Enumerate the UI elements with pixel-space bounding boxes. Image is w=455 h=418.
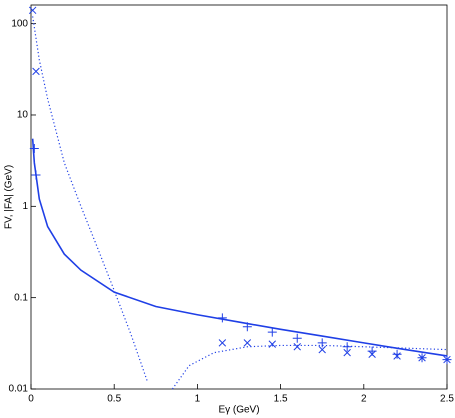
x-tick-label: 1 xyxy=(195,394,201,405)
y-tick-label: 100 xyxy=(11,18,28,29)
y-tick-label: 0.01 xyxy=(9,384,29,395)
cross-marker xyxy=(368,350,376,359)
cross-marker xyxy=(243,339,252,347)
y-tick-label: 1 xyxy=(22,201,28,212)
plus-marker xyxy=(292,333,302,343)
x-tick-label: 2 xyxy=(361,394,367,405)
cross-marker xyxy=(343,348,351,357)
y-axis-label: FV, |FA| (GeV) xyxy=(4,165,15,229)
cross-marker xyxy=(268,340,277,348)
cross-marker xyxy=(32,67,40,76)
y-tick-label: 10 xyxy=(17,110,29,121)
cross-marker xyxy=(293,343,301,351)
x-axis-label: Eγ (GeV) xyxy=(218,405,259,416)
dotted-line xyxy=(32,16,448,390)
plot-frame xyxy=(30,4,448,390)
y-tick-label: 0.1 xyxy=(14,292,28,303)
x-tick-label: 2.5 xyxy=(440,394,454,405)
plus-marker xyxy=(267,327,277,337)
cross-marker xyxy=(318,345,326,354)
plus-marker xyxy=(29,143,39,153)
x-tick-label: 0 xyxy=(28,394,34,405)
plus-marker xyxy=(217,313,227,323)
cross-marker xyxy=(443,355,451,364)
plus-marker xyxy=(392,349,402,359)
plus-marker xyxy=(31,170,41,180)
cross-marker xyxy=(393,352,401,360)
solid-line xyxy=(31,138,448,357)
plus-marker xyxy=(342,342,352,352)
plus-marker xyxy=(317,338,327,348)
x-tick-label: 0.5 xyxy=(107,394,121,405)
cross-marker xyxy=(28,6,37,15)
x-tick-label: 1.5 xyxy=(274,394,288,405)
cross-marker xyxy=(418,353,426,362)
plus-marker xyxy=(242,322,252,332)
cross-marker xyxy=(218,339,227,347)
